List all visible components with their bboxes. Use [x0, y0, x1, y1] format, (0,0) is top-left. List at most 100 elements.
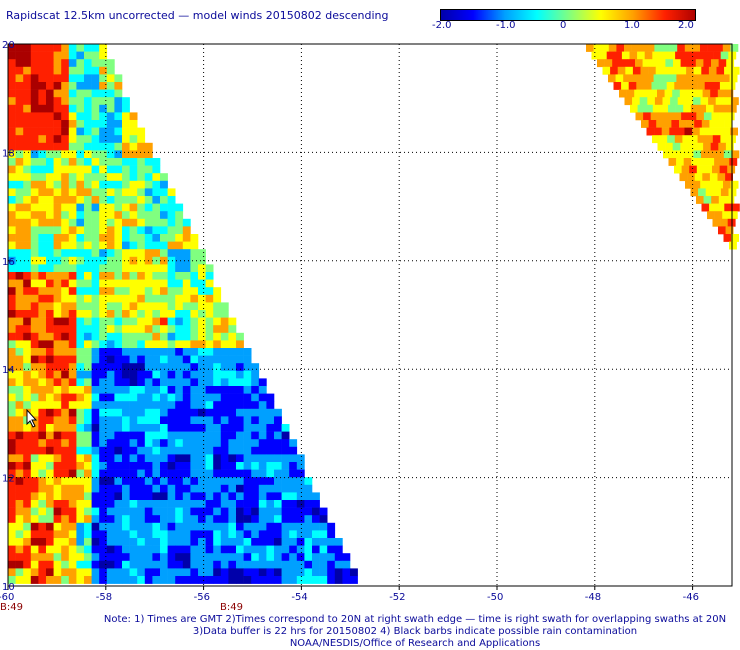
swath-cell — [205, 378, 214, 387]
swath-cell — [53, 522, 62, 531]
swath-cell — [205, 264, 214, 273]
swath-cell — [129, 196, 138, 204]
swath-cell — [722, 211, 731, 220]
swath-cell — [15, 401, 24, 410]
swath-cell — [190, 287, 199, 296]
swath-cell — [152, 386, 161, 394]
swath-cell — [129, 454, 138, 463]
swath-cell — [8, 226, 16, 235]
swath-cell — [53, 249, 62, 258]
swath-cell — [84, 545, 92, 554]
swath-cell — [686, 66, 694, 75]
swath-cell — [160, 401, 168, 410]
swath-cell — [76, 287, 85, 296]
swath-cell — [160, 424, 168, 432]
swath-cell — [53, 515, 62, 524]
swath-cell — [61, 538, 70, 546]
swath-cell — [99, 279, 108, 288]
swath-cell — [137, 408, 146, 417]
swath-cell — [274, 477, 282, 486]
swath-cell — [715, 44, 724, 52]
swath-cell — [593, 44, 602, 52]
swath-cell — [696, 165, 705, 174]
swath-cell — [15, 446, 24, 455]
swath-cell — [167, 401, 176, 410]
swath-cell — [91, 97, 100, 106]
swath-cell — [630, 104, 638, 113]
swath-cell — [175, 431, 184, 440]
swath-cell — [182, 317, 191, 326]
swath-cell — [23, 66, 32, 75]
swath-cell — [144, 355, 153, 364]
swath-cell — [289, 553, 298, 562]
swath-cell — [674, 82, 683, 90]
swath-cell — [99, 150, 108, 159]
swath-cell — [182, 386, 191, 394]
swath-cell — [144, 234, 153, 242]
swath-cell — [106, 446, 115, 455]
swath-cell — [205, 576, 214, 584]
swath-cell — [53, 203, 62, 212]
swath-cell — [84, 51, 92, 60]
swath-cell — [99, 51, 108, 60]
swath-cell — [30, 294, 39, 303]
swath-cell — [23, 553, 32, 562]
swath-cell — [106, 500, 115, 508]
swath-cell — [46, 180, 54, 189]
swath-cell — [15, 310, 24, 318]
swath-cell — [152, 507, 161, 516]
swath-cell — [251, 538, 260, 546]
swath-cell — [274, 408, 282, 417]
swath-cell — [91, 355, 100, 364]
swath-cell — [76, 317, 85, 326]
swath-cell — [266, 553, 275, 562]
swath-cell — [30, 378, 39, 387]
swath-cell — [213, 401, 222, 410]
swath-cell — [61, 310, 70, 318]
swath-cell — [91, 120, 100, 128]
swath-cell — [167, 249, 176, 258]
swath-cell — [680, 59, 689, 68]
swath-cell — [46, 538, 54, 546]
swath-cell — [23, 287, 32, 296]
swath-cell — [46, 44, 54, 52]
swath-cell — [712, 82, 721, 90]
swath-cell — [99, 469, 108, 478]
swath-cell — [122, 424, 130, 432]
swath-cell — [640, 66, 649, 75]
swath-cell — [8, 408, 16, 417]
swath-cell — [205, 431, 214, 440]
swath-cell — [167, 568, 176, 577]
swath-cell — [38, 446, 47, 455]
swath-cell — [182, 294, 191, 303]
swath-cell — [190, 310, 199, 318]
swath-cell — [122, 317, 130, 326]
swath-cell — [91, 370, 100, 379]
swath-cell — [46, 279, 54, 288]
swath-cell — [99, 538, 108, 546]
swath-cell — [122, 378, 130, 387]
swath-cell — [251, 416, 260, 425]
swath-cell — [15, 287, 24, 296]
swath-cell — [8, 66, 16, 75]
swath-cell — [175, 211, 184, 220]
swath-cell — [251, 492, 260, 501]
swath-cell — [91, 127, 100, 136]
swath-cell — [664, 89, 673, 98]
swath-cell — [160, 211, 168, 220]
swath-cell — [46, 150, 54, 159]
swath-cell — [91, 302, 100, 311]
swath-cell — [129, 545, 138, 554]
swath-cell — [114, 127, 123, 136]
swath-cell — [697, 51, 706, 60]
swath-cell — [8, 355, 16, 364]
swath-cell — [106, 325, 115, 334]
swath-cell — [296, 538, 305, 546]
swath-cell — [76, 66, 85, 75]
swath-cell — [641, 89, 650, 98]
swath-cell — [23, 317, 32, 326]
swath-cell — [296, 477, 305, 486]
swath-cell — [213, 446, 222, 455]
swath-cell — [106, 279, 115, 288]
swath-cell — [258, 439, 267, 448]
